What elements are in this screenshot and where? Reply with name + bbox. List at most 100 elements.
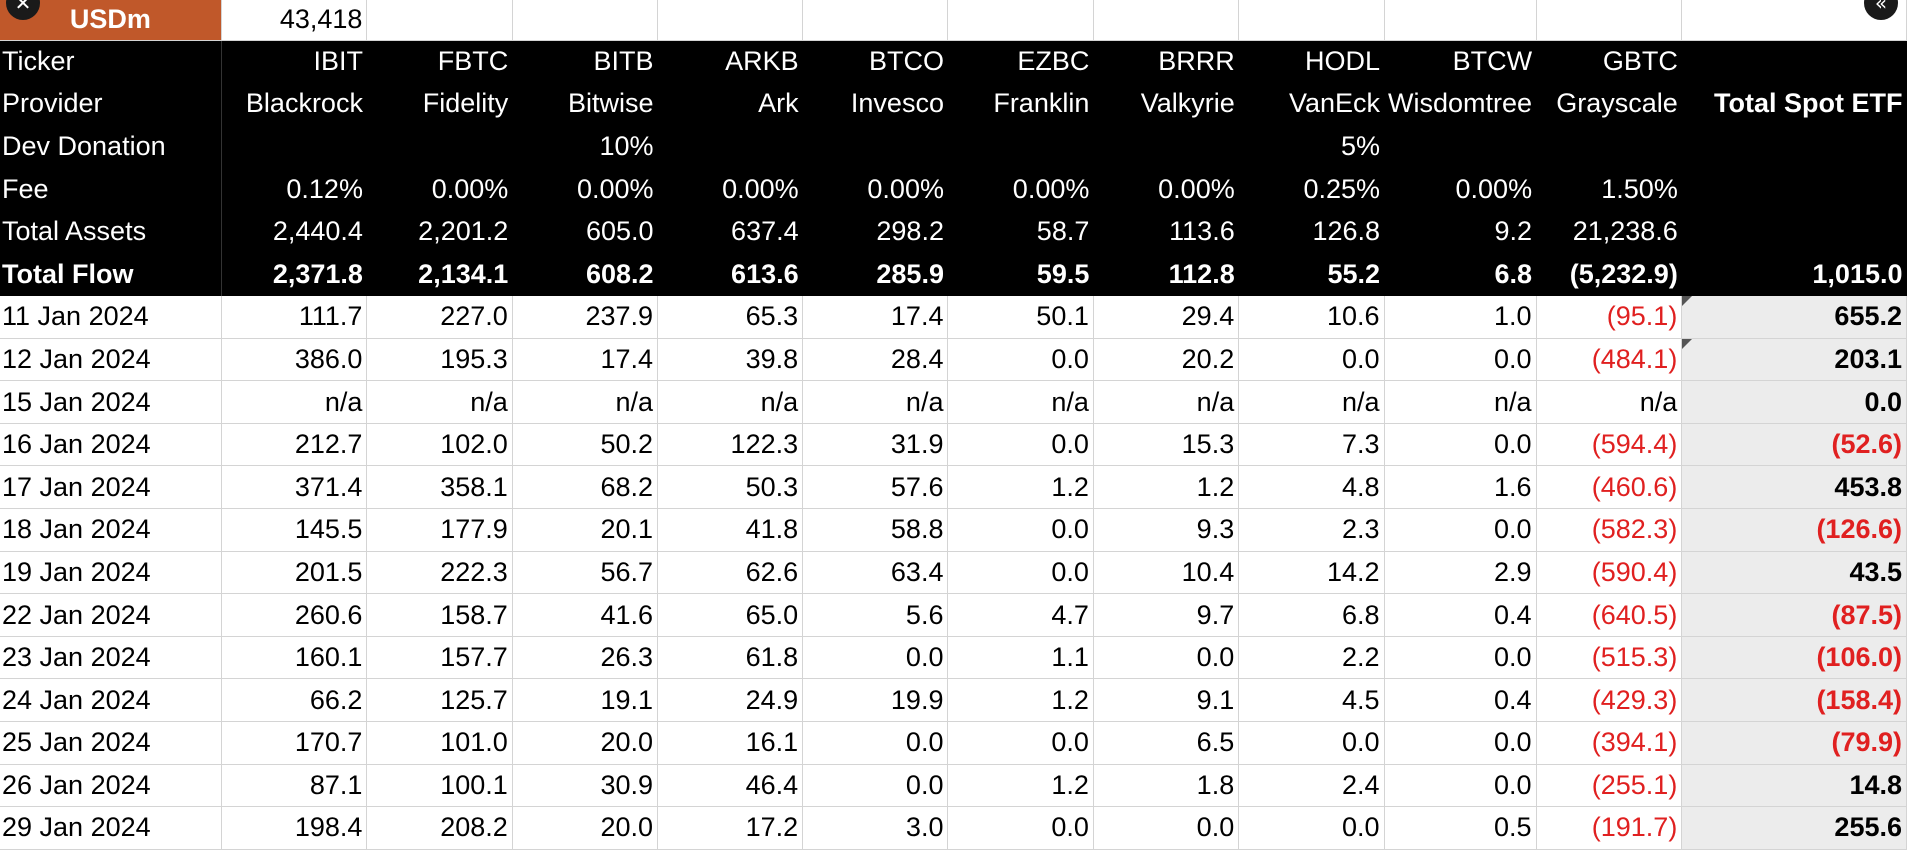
flow-cell[interactable]: 14.2 bbox=[1238, 551, 1385, 595]
flow-cell[interactable]: 0.0 bbox=[947, 338, 1094, 382]
total-cell[interactable]: (126.6) bbox=[1681, 508, 1907, 552]
total-cell[interactable]: 14.8 bbox=[1681, 764, 1907, 808]
flow-cell[interactable]: 125.7 bbox=[366, 678, 513, 722]
total-flow-cell[interactable]: 6.8 bbox=[1384, 252, 1537, 296]
flow-cell[interactable]: n/a bbox=[1384, 380, 1537, 424]
flow-cell[interactable]: 0.0 bbox=[802, 721, 949, 765]
flow-cell[interactable]: 160.1 bbox=[221, 636, 368, 680]
date-cell[interactable]: 19 Jan 2024 bbox=[0, 551, 222, 595]
date-cell[interactable]: 22 Jan 2024 bbox=[0, 593, 222, 637]
provider-cell[interactable]: Bitwise bbox=[512, 82, 658, 126]
provider-cell[interactable]: Franklin bbox=[947, 82, 1094, 126]
total-cell[interactable]: 203.1 bbox=[1681, 338, 1907, 382]
date-cell[interactable]: 16 Jan 2024 bbox=[0, 423, 222, 467]
flow-cell[interactable]: n/a bbox=[657, 380, 804, 424]
flow-cell[interactable]: 1.2 bbox=[1093, 465, 1240, 510]
flow-cell[interactable]: 0.0 bbox=[947, 423, 1094, 467]
total-flow-cell[interactable]: 59.5 bbox=[947, 252, 1094, 296]
flow-cell[interactable]: 16.1 bbox=[657, 721, 804, 765]
flow-cell[interactable]: 10.4 bbox=[1093, 551, 1240, 595]
total-cell[interactable]: (158.4) bbox=[1681, 678, 1907, 722]
flow-cell[interactable]: 1.2 bbox=[947, 764, 1094, 808]
flow-cell[interactable]: 87.1 bbox=[221, 764, 368, 808]
flow-cell[interactable]: (95.1) bbox=[1536, 295, 1683, 339]
flow-cell[interactable]: 31.9 bbox=[802, 423, 949, 467]
flow-cell[interactable]: 0.0 bbox=[1384, 423, 1537, 467]
fee-cell[interactable]: 0.00% bbox=[802, 167, 948, 211]
flow-cell[interactable]: 9.7 bbox=[1093, 593, 1240, 637]
flow-cell[interactable]: 170.7 bbox=[221, 721, 368, 765]
flow-cell[interactable]: 30.9 bbox=[512, 764, 659, 808]
fee-cell[interactable]: 0.12% bbox=[221, 167, 367, 211]
flow-cell[interactable]: 20.1 bbox=[512, 508, 659, 552]
flow-cell[interactable]: 0.5 bbox=[1384, 806, 1537, 850]
fee-cell[interactable]: 0.00% bbox=[1093, 167, 1239, 211]
flow-cell[interactable]: (429.3) bbox=[1536, 678, 1683, 722]
flow-cell[interactable]: 0.0 bbox=[1384, 636, 1537, 680]
flow-cell[interactable]: 0.0 bbox=[947, 721, 1094, 765]
empty-cell[interactable] bbox=[366, 0, 513, 41]
empty-cell[interactable] bbox=[657, 0, 804, 41]
flow-cell[interactable]: (191.7) bbox=[1536, 806, 1683, 850]
date-cell[interactable]: 17 Jan 2024 bbox=[0, 465, 222, 510]
flow-cell[interactable]: (460.6) bbox=[1536, 465, 1683, 510]
flow-cell[interactable]: 1.8 bbox=[1093, 764, 1240, 808]
date-cell[interactable]: 18 Jan 2024 bbox=[0, 508, 222, 552]
provider-cell[interactable]: Ark bbox=[657, 82, 803, 126]
flow-cell[interactable]: 41.6 bbox=[512, 593, 659, 637]
total-cell[interactable]: (87.5) bbox=[1681, 593, 1907, 637]
total-flow-cell[interactable]: 2,134.1 bbox=[366, 252, 513, 296]
ticker-cell[interactable]: ARKB bbox=[657, 40, 803, 83]
flow-cell[interactable]: 39.8 bbox=[657, 338, 804, 382]
flow-cell[interactable]: n/a bbox=[366, 380, 513, 424]
flow-cell[interactable]: 0.0 bbox=[802, 764, 949, 808]
total-flow-cell[interactable]: 608.2 bbox=[512, 252, 658, 296]
flow-cell[interactable]: 20.0 bbox=[512, 721, 659, 765]
flow-cell[interactable]: 50.3 bbox=[657, 465, 804, 510]
fee-cell[interactable]: 0.00% bbox=[366, 167, 513, 211]
empty-cell[interactable] bbox=[1384, 0, 1537, 41]
total-assets-cell[interactable]: 113.6 bbox=[1093, 210, 1239, 253]
flow-cell[interactable]: 0.0 bbox=[1238, 721, 1385, 765]
total-assets-cell[interactable]: 637.4 bbox=[657, 210, 803, 253]
total-assets-cell[interactable]: 2,440.4 bbox=[221, 210, 367, 253]
total-assets-label[interactable]: Total Assets bbox=[0, 210, 222, 253]
provider-cell[interactable]: VanEck bbox=[1238, 82, 1385, 126]
date-cell[interactable]: 23 Jan 2024 bbox=[0, 636, 222, 680]
flow-cell[interactable]: 58.8 bbox=[802, 508, 949, 552]
total-flow-label[interactable]: Total Flow bbox=[0, 252, 222, 296]
flow-cell[interactable]: 158.7 bbox=[366, 593, 513, 637]
fee-cell[interactable]: 0.25% bbox=[1238, 167, 1385, 211]
total-cell[interactable]: 255.6 bbox=[1681, 806, 1907, 850]
flow-cell[interactable]: 227.0 bbox=[366, 295, 513, 339]
dev-donation-cell[interactable]: 10% bbox=[512, 125, 658, 168]
header-empty-cell[interactable] bbox=[1681, 125, 1907, 168]
fee-cell[interactable]: 0.00% bbox=[1384, 167, 1537, 211]
total-flow-cell[interactable]: 613.6 bbox=[657, 252, 803, 296]
provider-label[interactable]: Provider bbox=[0, 82, 222, 126]
ticker-cell[interactable]: BTCW bbox=[1384, 40, 1537, 83]
total-assets-cell[interactable]: 9.2 bbox=[1384, 210, 1537, 253]
flow-cell[interactable]: 2.9 bbox=[1384, 551, 1537, 595]
empty-cell[interactable] bbox=[1536, 0, 1683, 41]
flow-cell[interactable]: 2.3 bbox=[1238, 508, 1385, 552]
dev-donation-cell[interactable] bbox=[1384, 125, 1537, 168]
total-flow-cell[interactable]: 112.8 bbox=[1093, 252, 1239, 296]
ticker-cell[interactable]: HODL bbox=[1238, 40, 1385, 83]
ticker-cell[interactable]: BTCO bbox=[802, 40, 948, 83]
flow-cell[interactable]: 65.0 bbox=[657, 593, 804, 637]
dev-donation-cell[interactable]: 5% bbox=[1238, 125, 1385, 168]
flow-cell[interactable]: 0.0 bbox=[1238, 338, 1385, 382]
flow-cell[interactable]: 371.4 bbox=[221, 465, 368, 510]
flow-cell[interactable]: n/a bbox=[1093, 380, 1240, 424]
flow-cell[interactable]: 10.6 bbox=[1238, 295, 1385, 339]
flow-cell[interactable]: 5.6 bbox=[802, 593, 949, 637]
flow-cell[interactable]: (594.4) bbox=[1536, 423, 1683, 467]
flow-cell[interactable]: n/a bbox=[1536, 380, 1683, 424]
flow-cell[interactable]: n/a bbox=[1238, 380, 1385, 424]
total-spot-etf-label[interactable]: Total Spot ETF bbox=[1681, 82, 1907, 126]
flow-cell[interactable]: 4.8 bbox=[1238, 465, 1385, 510]
empty-cell[interactable] bbox=[1093, 0, 1240, 41]
provider-cell[interactable]: Valkyrie bbox=[1093, 82, 1239, 126]
flow-cell[interactable]: 222.3 bbox=[366, 551, 513, 595]
